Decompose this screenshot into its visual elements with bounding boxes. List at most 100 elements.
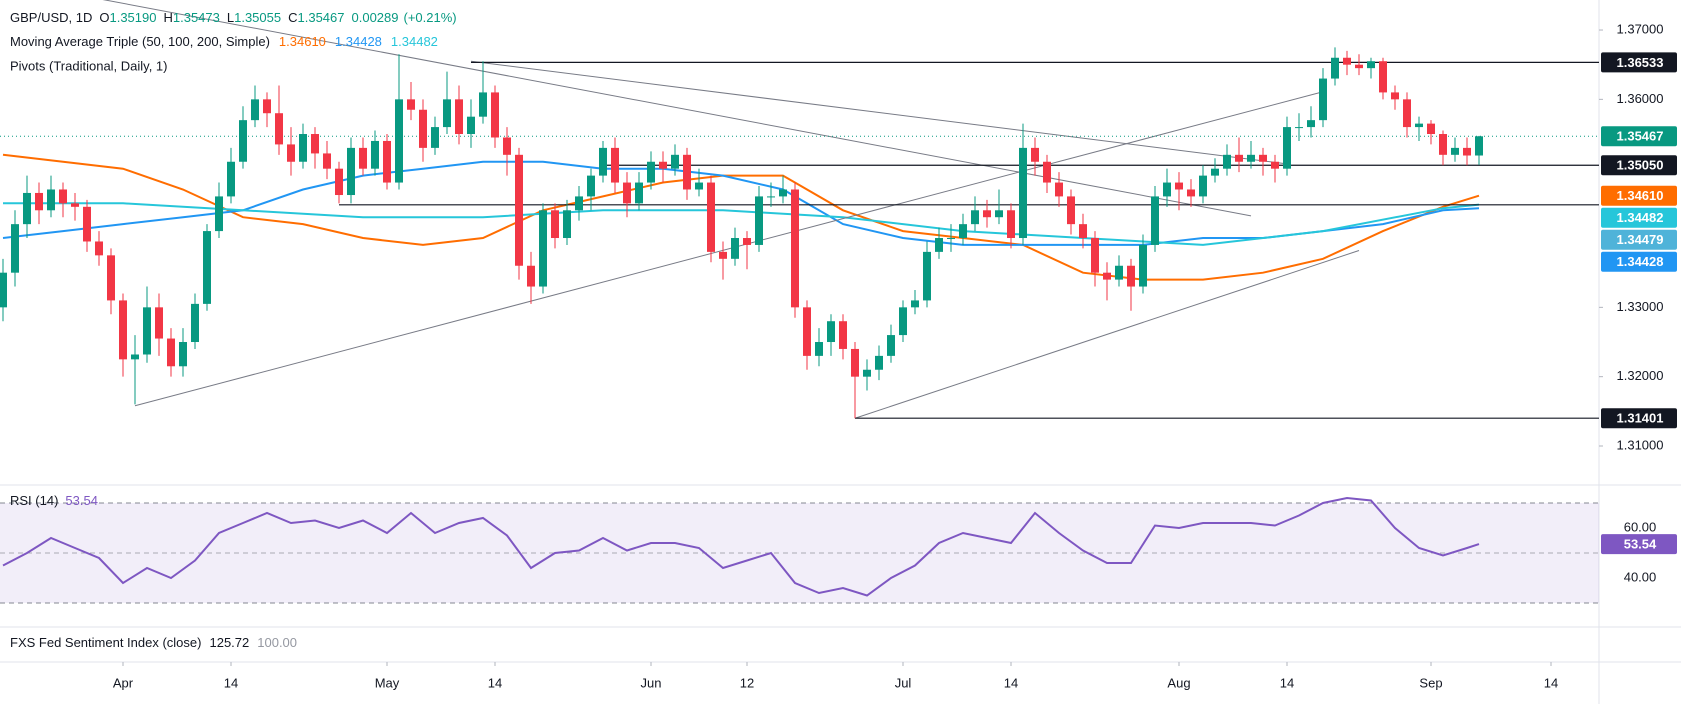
candle-body	[911, 300, 919, 308]
candle-body	[479, 92, 487, 117]
candle-body	[515, 154, 523, 266]
candle-body	[131, 354, 139, 360]
candle-body	[551, 210, 559, 239]
candle-body	[431, 127, 439, 148]
candle-body	[539, 210, 547, 287]
candle-body	[1259, 154, 1267, 162]
rsi-title: RSI (14)	[10, 493, 58, 508]
candle-body	[563, 210, 571, 239]
candle-body	[863, 369, 871, 377]
candle-body	[215, 196, 223, 232]
candle-body	[119, 300, 127, 360]
candle-body	[371, 140, 379, 169]
candle-body	[779, 189, 787, 197]
symbol: GBP/USD, 1D	[10, 10, 92, 25]
candle-body	[1427, 123, 1435, 135]
moving-average-line	[2, 160, 1480, 246]
candle-body	[707, 182, 715, 252]
candle-body	[1211, 168, 1219, 176]
candle-body	[1199, 175, 1207, 197]
candle-body	[455, 99, 463, 135]
y-tick-label: 60.00	[1624, 519, 1657, 534]
candle-body	[527, 265, 535, 287]
sentiment-title: FXS Fed Sentiment Index (close) 125.72 100…	[10, 635, 297, 650]
candle-body	[983, 210, 991, 218]
rsi-pane: 60.00 40.00 53.54 RSI (14) 53.54	[0, 493, 1677, 604]
candle-body	[1079, 224, 1087, 239]
candle-body	[503, 137, 511, 155]
candle-body	[1175, 182, 1183, 190]
candle-body	[407, 99, 415, 110]
candle-body	[923, 251, 931, 301]
candle-body	[83, 206, 91, 242]
candle-body	[1343, 57, 1351, 65]
price-label-bg	[1601, 155, 1677, 176]
rsi-line	[2, 496, 1480, 597]
candle-body	[107, 255, 115, 301]
candle-body	[191, 303, 199, 343]
ohlc-label: H	[163, 10, 172, 25]
trend-line	[134, 91, 1324, 407]
candle-body	[599, 147, 607, 176]
candle-body	[611, 147, 619, 183]
candle-body	[155, 307, 163, 339]
price-label: 1.34610	[1617, 188, 1664, 203]
candle-body	[1367, 61, 1375, 69]
candle-body	[935, 238, 943, 252]
x-tick-label: 14	[1544, 675, 1558, 690]
sentiment-title-text: FXS Fed Sentiment Index (close)	[10, 635, 201, 650]
candle-body	[347, 147, 355, 196]
trend-line	[470, 60, 1288, 165]
overlay: 1.36533 1.35467 1.35050 1.34610 1.34482 1.344…	[10, 10, 1677, 429]
candle-body	[71, 203, 79, 207]
rsi-value-label: 53.54	[1624, 537, 1657, 552]
candle-body	[1391, 92, 1399, 100]
candle-body	[227, 161, 235, 197]
indicator-value: 1.34610	[279, 34, 326, 49]
legend-line: GBP/USD, 1D O1.35190 H1.35473 L1.35055 C1.35…	[10, 10, 457, 25]
candle-body	[59, 189, 67, 204]
y-tick-label: 40.00	[1624, 569, 1657, 584]
price-pane: 1.37000 1.36000 1.33000 1.32000 1.31000	[0, 0, 1664, 452]
candle-body	[203, 231, 211, 304]
candle-body	[1019, 147, 1027, 239]
price-label: 1.31401	[1617, 411, 1664, 426]
ohlc-value: 1.35055	[234, 10, 281, 25]
candle-body	[1439, 134, 1447, 155]
candle-body	[47, 189, 55, 211]
x-tick-label: Jul	[895, 675, 912, 690]
candle-body	[575, 196, 583, 211]
candle-body	[167, 338, 175, 367]
candle-body	[671, 154, 679, 169]
candle-body	[743, 238, 751, 245]
candle-body	[1103, 272, 1111, 280]
candle-body	[947, 238, 955, 240]
candle-body	[443, 99, 451, 128]
candle-body	[299, 134, 307, 162]
y-tick-label: 1.37000	[1617, 21, 1664, 36]
candle-body	[323, 153, 331, 169]
price-label: 1.34428	[1617, 254, 1664, 269]
y-tick-label: 1.36000	[1617, 91, 1664, 106]
candle-body	[263, 99, 271, 114]
candle-body	[839, 321, 847, 349]
candle-body	[1235, 154, 1243, 162]
change-pct: (+0.21%)	[404, 10, 457, 25]
candle-body	[1403, 99, 1411, 128]
candle-body	[899, 307, 907, 336]
price-label-bg	[1601, 185, 1677, 206]
candle-body	[23, 192, 31, 225]
x-tick-label: 12	[740, 675, 754, 690]
candle-body	[1319, 78, 1327, 121]
indicator-title: Pivots (Traditional, Daily, 1)	[10, 58, 168, 73]
candle-body	[179, 342, 187, 367]
candle-body	[1451, 147, 1459, 155]
candle-body	[1127, 265, 1135, 287]
x-tick-label: 14	[1004, 675, 1018, 690]
candle-body	[647, 161, 655, 183]
candle-body	[311, 134, 319, 154]
x-tick-label: 14	[1280, 675, 1294, 690]
candle-body	[1055, 182, 1063, 197]
candle-body	[767, 196, 775, 198]
